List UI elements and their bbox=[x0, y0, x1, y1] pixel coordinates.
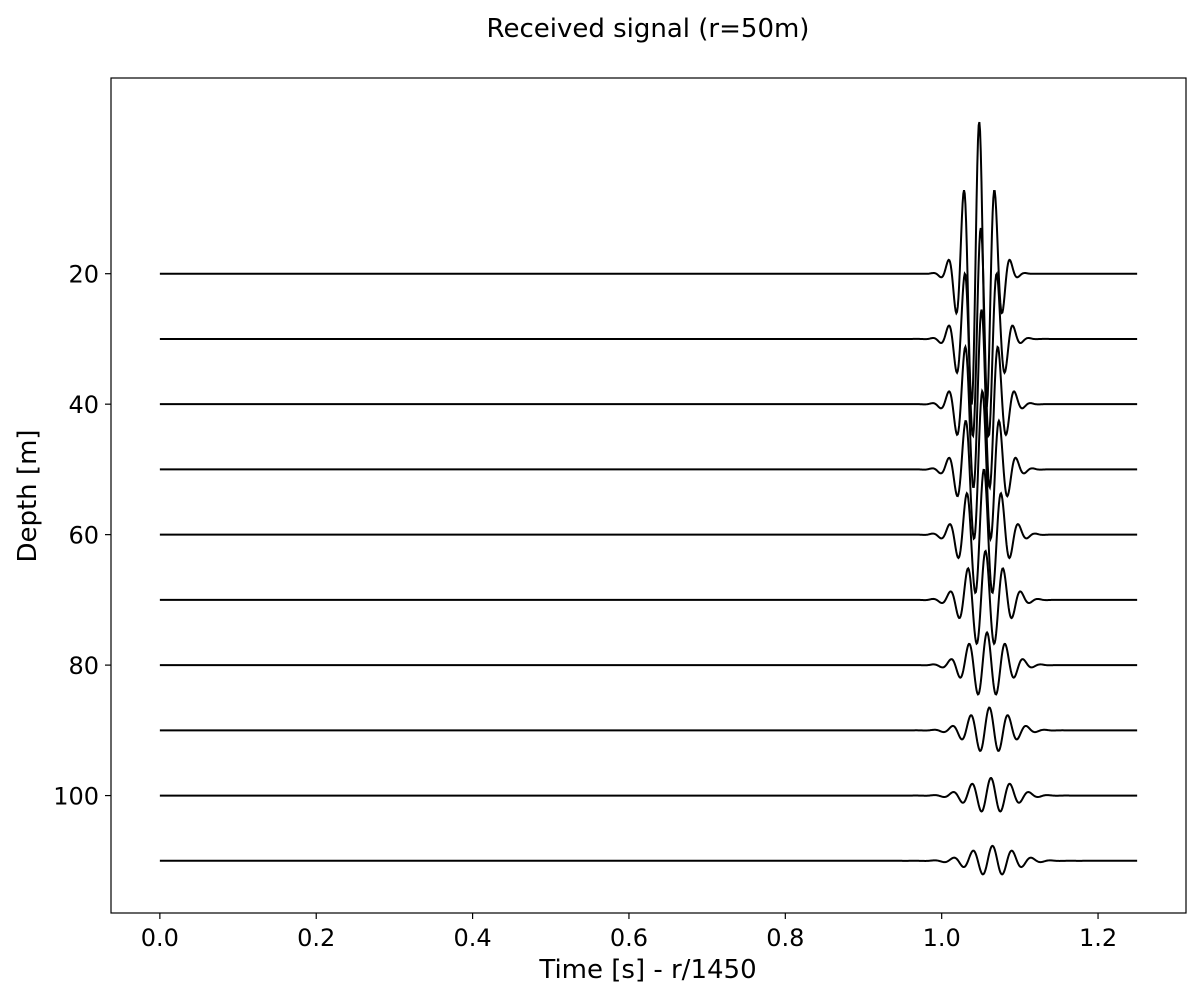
x-tick-label: 0.6 bbox=[610, 924, 648, 952]
trace-line-20 bbox=[159, 121, 1138, 408]
chart-title: Received signal (r=50m) bbox=[487, 14, 810, 44]
y-tick-label: 80 bbox=[68, 652, 99, 680]
x-axis-label: Time [s] - r/1450 bbox=[538, 955, 756, 985]
trace-line-100 bbox=[159, 777, 1138, 813]
trace-line-80 bbox=[159, 630, 1138, 696]
trace-line-30 bbox=[159, 227, 1138, 439]
x-tick-label: 1.2 bbox=[1079, 924, 1117, 952]
y-tick-label: 40 bbox=[68, 391, 99, 419]
y-tick-label: 20 bbox=[68, 261, 99, 289]
x-axis-ticks: 0.0 0.2 0.4 0.6 0.8 1.0 1.2 bbox=[141, 913, 1117, 952]
y-axis-ticks: 20 40 60 80 100 bbox=[53, 261, 111, 811]
trace-line-110 bbox=[159, 844, 1138, 876]
x-tick-label: 0.4 bbox=[454, 924, 492, 952]
trace-line-90 bbox=[159, 706, 1138, 753]
x-tick-label: 0.8 bbox=[766, 924, 804, 952]
trace-line-60 bbox=[159, 468, 1138, 595]
x-tick-label: 1.0 bbox=[923, 924, 961, 952]
y-tick-label: 100 bbox=[53, 783, 99, 811]
y-axis-label: Depth [m] bbox=[13, 429, 43, 562]
trace-line-50 bbox=[159, 388, 1138, 543]
trace-line-40 bbox=[159, 309, 1138, 491]
plot-frame bbox=[110, 77, 1187, 914]
traces-group bbox=[159, 121, 1138, 876]
x-tick-label: 0.2 bbox=[297, 924, 335, 952]
trace-line-70 bbox=[159, 549, 1138, 646]
y-tick-label: 60 bbox=[68, 522, 99, 550]
x-tick-label: 0.0 bbox=[141, 924, 179, 952]
